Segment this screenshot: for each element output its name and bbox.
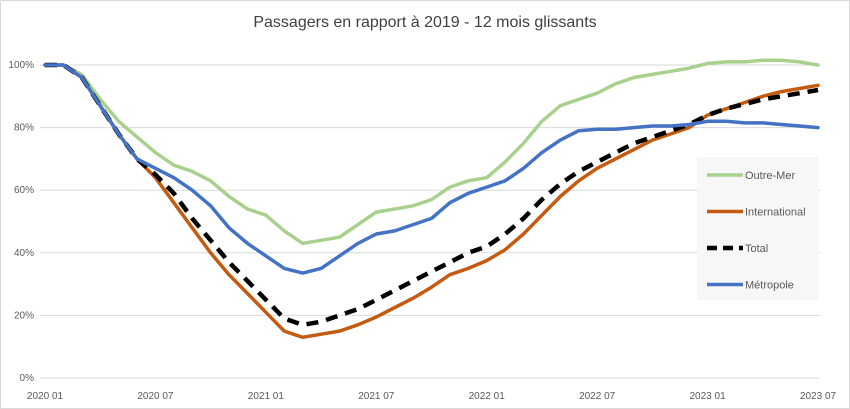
x-tick-label: 2022 07 (579, 391, 616, 402)
series-line-international (43, 63, 820, 340)
x-tick-label: 2020 01 (27, 391, 64, 402)
chart-title: Passagers en rapport à 2019 - 12 mois gl… (253, 14, 596, 31)
y-tick-label: 40% (14, 248, 34, 259)
series-line-outre-mer (43, 58, 820, 246)
x-tick-label: 2021 07 (358, 391, 395, 402)
y-tick-label: 60% (14, 185, 34, 196)
y-tick-label: 80% (14, 123, 34, 134)
series-line-total (45, 62, 819, 328)
x-tick-label: 2020 07 (137, 391, 174, 402)
x-tick-label: 2023 01 (689, 391, 726, 402)
x-tick-label: 2021 01 (248, 391, 285, 402)
x-tick-label: 2023 07 (800, 391, 837, 402)
legend-label: International (745, 207, 806, 219)
legend-label: Total (745, 243, 768, 255)
x-tick-label: 2022 01 (469, 391, 506, 402)
legend (697, 157, 818, 300)
legend-label: Métropole (745, 280, 794, 292)
y-tick-label: 100% (8, 60, 34, 71)
y-tick-label: 0% (20, 373, 35, 384)
legend-label: Outre-Mer (745, 170, 795, 182)
series-line-m-tropole (43, 63, 820, 275)
y-tick-label: 20% (14, 310, 34, 321)
